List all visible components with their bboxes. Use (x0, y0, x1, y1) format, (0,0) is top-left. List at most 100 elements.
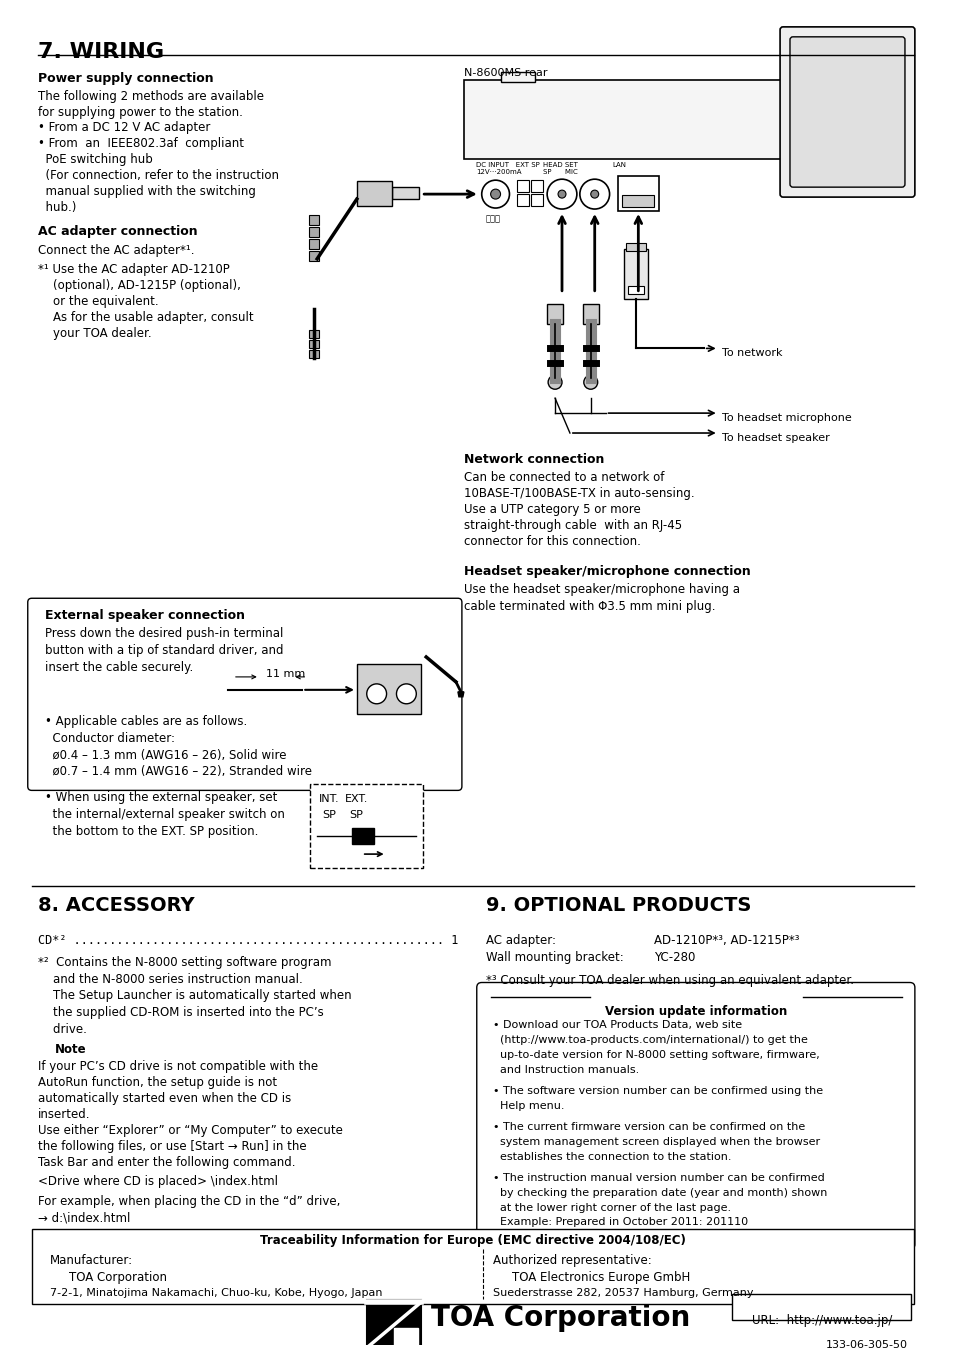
Text: ø0.4 – 1.3 mm (AWG16 – 26), Solid wire: ø0.4 – 1.3 mm (AWG16 – 26), Solid wire (45, 748, 286, 762)
Text: the bottom to the EXT. SP position.: the bottom to the EXT. SP position. (45, 825, 257, 838)
Text: straight-through cable  with an RJ-45: straight-through cable with an RJ-45 (463, 519, 681, 532)
FancyBboxPatch shape (310, 785, 423, 869)
Bar (309, 239, 319, 249)
Bar (531, 195, 542, 207)
Bar (309, 215, 319, 226)
Text: 8. ACCESSORY: 8. ACCESSORY (37, 896, 194, 915)
Text: Suederstrasse 282, 20537 Hamburg, Germany: Suederstrasse 282, 20537 Hamburg, German… (492, 1288, 752, 1298)
Text: or the equivalent.: or the equivalent. (37, 295, 158, 308)
FancyBboxPatch shape (789, 36, 904, 188)
Text: Can be connected to a network of: Can be connected to a network of (463, 471, 663, 484)
Text: TOA Electronics Europe GmbH: TOA Electronics Europe GmbH (512, 1271, 690, 1285)
Bar (628, 285, 643, 293)
Text: Connect the AC adapter*¹.: Connect the AC adapter*¹. (37, 245, 194, 257)
Polygon shape (457, 692, 463, 697)
Bar (391, 188, 418, 199)
Bar (517, 180, 529, 192)
Text: *²  Contains the N-8000 setting software program: *² Contains the N-8000 setting software … (37, 955, 331, 969)
Text: → d:\index.html: → d:\index.html (37, 1212, 130, 1224)
Text: your TOA dealer.: your TOA dealer. (37, 327, 152, 339)
Text: for supplying power to the station.: for supplying power to the station. (37, 105, 242, 119)
Text: TOA Corporation: TOA Corporation (431, 1304, 690, 1332)
Text: Help menu.: Help menu. (492, 1101, 563, 1111)
Text: To network: To network (720, 349, 781, 358)
Text: 11 mm: 11 mm (265, 669, 305, 680)
Text: Use a UTP category 5 or more: Use a UTP category 5 or more (463, 503, 640, 516)
Text: the following files, or use [Start → Run] in the: the following files, or use [Start → Run… (37, 1140, 306, 1152)
Text: The Setup Launcher is automatically started when: The Setup Launcher is automatically star… (37, 989, 351, 1002)
Text: cable terminated with Φ3.5 mm mini plug.: cable terminated with Φ3.5 mm mini plug. (463, 600, 715, 613)
Text: 10BASE-T/100BASE-TX in auto-sensing.: 10BASE-T/100BASE-TX in auto-sensing. (463, 486, 694, 500)
Text: As for the usable adapter, consult: As for the usable adapter, consult (37, 311, 253, 324)
Text: by checking the preparation date (year and month) shown: by checking the preparation date (year a… (492, 1188, 826, 1197)
Text: <Drive where CD is placed> \index.html: <Drive where CD is placed> \index.html (37, 1174, 277, 1188)
Text: (For connection, refer to the instruction: (For connection, refer to the instructio… (37, 169, 278, 182)
Text: connector for this connection.: connector for this connection. (463, 535, 640, 547)
Text: SP      MIC: SP MIC (542, 169, 578, 176)
FancyBboxPatch shape (780, 27, 914, 197)
Text: Conductor diameter:: Conductor diameter: (45, 732, 174, 744)
Text: TOA Corporation: TOA Corporation (70, 1271, 167, 1285)
Text: The following 2 methods are available: The following 2 methods are available (37, 89, 263, 103)
Text: SP: SP (349, 811, 362, 820)
Text: Example: Prepared in October 2011: 201110: Example: Prepared in October 2011: 20111… (492, 1217, 747, 1228)
Text: If your PC’s CD drive is not compatible with the: If your PC’s CD drive is not compatible … (37, 1061, 317, 1073)
Text: DC INPUT   EXT SP: DC INPUT EXT SP (476, 162, 539, 169)
Text: and the N-8000 series instruction manual.: and the N-8000 series instruction manual… (37, 973, 302, 985)
Bar (309, 340, 319, 349)
FancyBboxPatch shape (476, 982, 914, 1250)
Text: ⏚⏚⏚: ⏚⏚⏚ (485, 213, 500, 223)
Bar (547, 304, 562, 323)
Bar (309, 227, 319, 236)
Text: establishes the connection to the station.: establishes the connection to the statio… (492, 1152, 730, 1162)
Bar (626, 243, 645, 251)
Bar (395, 1328, 417, 1348)
Text: HEAD SET: HEAD SET (542, 162, 578, 169)
Text: *¹ Use the AC adapter AD-1210P: *¹ Use the AC adapter AD-1210P (37, 263, 229, 276)
Text: 7. WIRING: 7. WIRING (37, 42, 164, 62)
Text: at the lower right corner of the last page.: at the lower right corner of the last pa… (492, 1202, 730, 1212)
Text: Manufacturer:: Manufacturer: (50, 1254, 132, 1267)
Text: Version update information: Version update information (604, 1005, 786, 1019)
Text: AutoRun function, the setup guide is not: AutoRun function, the setup guide is not (37, 1077, 276, 1089)
Text: CD*² .................................................... 1: CD*² ...................................… (37, 934, 457, 947)
Text: SP: SP (322, 811, 335, 820)
Text: YC-280: YC-280 (654, 951, 695, 963)
FancyBboxPatch shape (28, 598, 461, 790)
Bar (500, 72, 535, 81)
Bar (309, 251, 319, 261)
Text: insert the cable securely.: insert the cable securely. (45, 661, 193, 674)
Text: 12V⋯200mA: 12V⋯200mA (476, 169, 520, 176)
Text: • Applicable cables are as follows.: • Applicable cables are as follows. (45, 715, 247, 728)
Text: Task Bar and enter the following command.: Task Bar and enter the following command… (37, 1155, 294, 1169)
Bar (352, 828, 374, 844)
Text: Headset speaker/microphone connection: Headset speaker/microphone connection (463, 566, 750, 578)
Text: the supplied CD-ROM is inserted into the PC’s: the supplied CD-ROM is inserted into the… (37, 1006, 323, 1020)
Bar (624, 249, 647, 299)
Circle shape (558, 190, 565, 199)
Bar (531, 180, 542, 192)
Text: AD-1210P*³, AD-1215P*³: AD-1210P*³, AD-1215P*³ (654, 934, 799, 947)
Text: Authorized representative:: Authorized representative: (492, 1254, 651, 1267)
Text: External speaker connection: External speaker connection (45, 609, 244, 623)
Text: N-8600MS rear: N-8600MS rear (463, 68, 547, 78)
Text: • From a DC 12 V AC adapter: • From a DC 12 V AC adapter (37, 122, 210, 135)
Text: For example, when placing the CD in the “d” drive,: For example, when placing the CD in the … (37, 1194, 339, 1208)
Text: system management screen displayed when the browser: system management screen displayed when … (492, 1136, 819, 1147)
Text: button with a tip of standard driver, and: button with a tip of standard driver, an… (45, 644, 283, 657)
Text: up-to-date version for N-8000 setting software, firmware,: up-to-date version for N-8000 setting so… (492, 1050, 819, 1061)
Text: Network connection: Network connection (463, 453, 603, 466)
Text: (http://www.toa-products.com/international/) to get the: (http://www.toa-products.com/internation… (492, 1035, 806, 1046)
Circle shape (548, 376, 561, 389)
Text: URL:  http://www.toa.jp/: URL: http://www.toa.jp/ (751, 1315, 891, 1327)
Text: and Instruction manuals.: and Instruction manuals. (492, 1065, 639, 1075)
Text: • Download our TOA Products Data, web site: • Download our TOA Products Data, web si… (492, 1020, 741, 1031)
Text: Traceability Information for Europe (EMC directive 2004/108/EC): Traceability Information for Europe (EMC… (259, 1235, 685, 1247)
Text: • From  an  IEEE802.3af  compliant: • From an IEEE802.3af compliant (37, 138, 243, 150)
Text: the internal/external speaker switch on: the internal/external speaker switch on (45, 808, 284, 821)
Bar (356, 663, 421, 713)
Text: Wall mounting bracket:: Wall mounting bracket: (485, 951, 622, 963)
Text: drive.: drive. (37, 1023, 87, 1036)
Bar (517, 195, 529, 207)
Circle shape (490, 189, 500, 199)
